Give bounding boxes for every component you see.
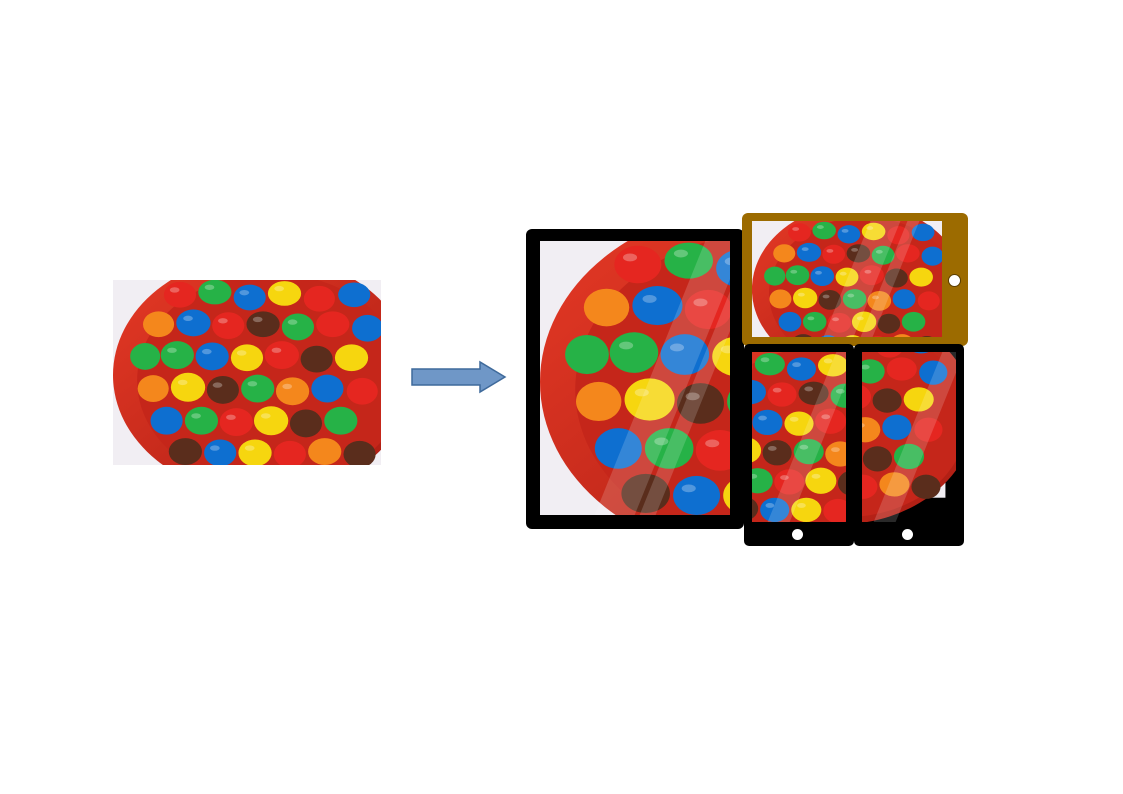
phone-portrait-left-device (744, 344, 854, 546)
source-photo (113, 280, 381, 465)
phone-landscape-screen (752, 221, 942, 337)
phone-portrait-left-screen (752, 352, 846, 522)
phone-portrait-right-device (854, 344, 964, 546)
home-button-icon[interactable] (948, 274, 961, 287)
tablet-portrait-device (526, 229, 744, 529)
phone-portrait-right-screen (862, 352, 956, 522)
tablet-screen (540, 241, 730, 515)
home-button-icon[interactable] (902, 529, 913, 540)
home-button-icon[interactable] (792, 529, 803, 540)
phone-landscape-device (742, 213, 968, 346)
right-arrow-icon (410, 360, 508, 394)
